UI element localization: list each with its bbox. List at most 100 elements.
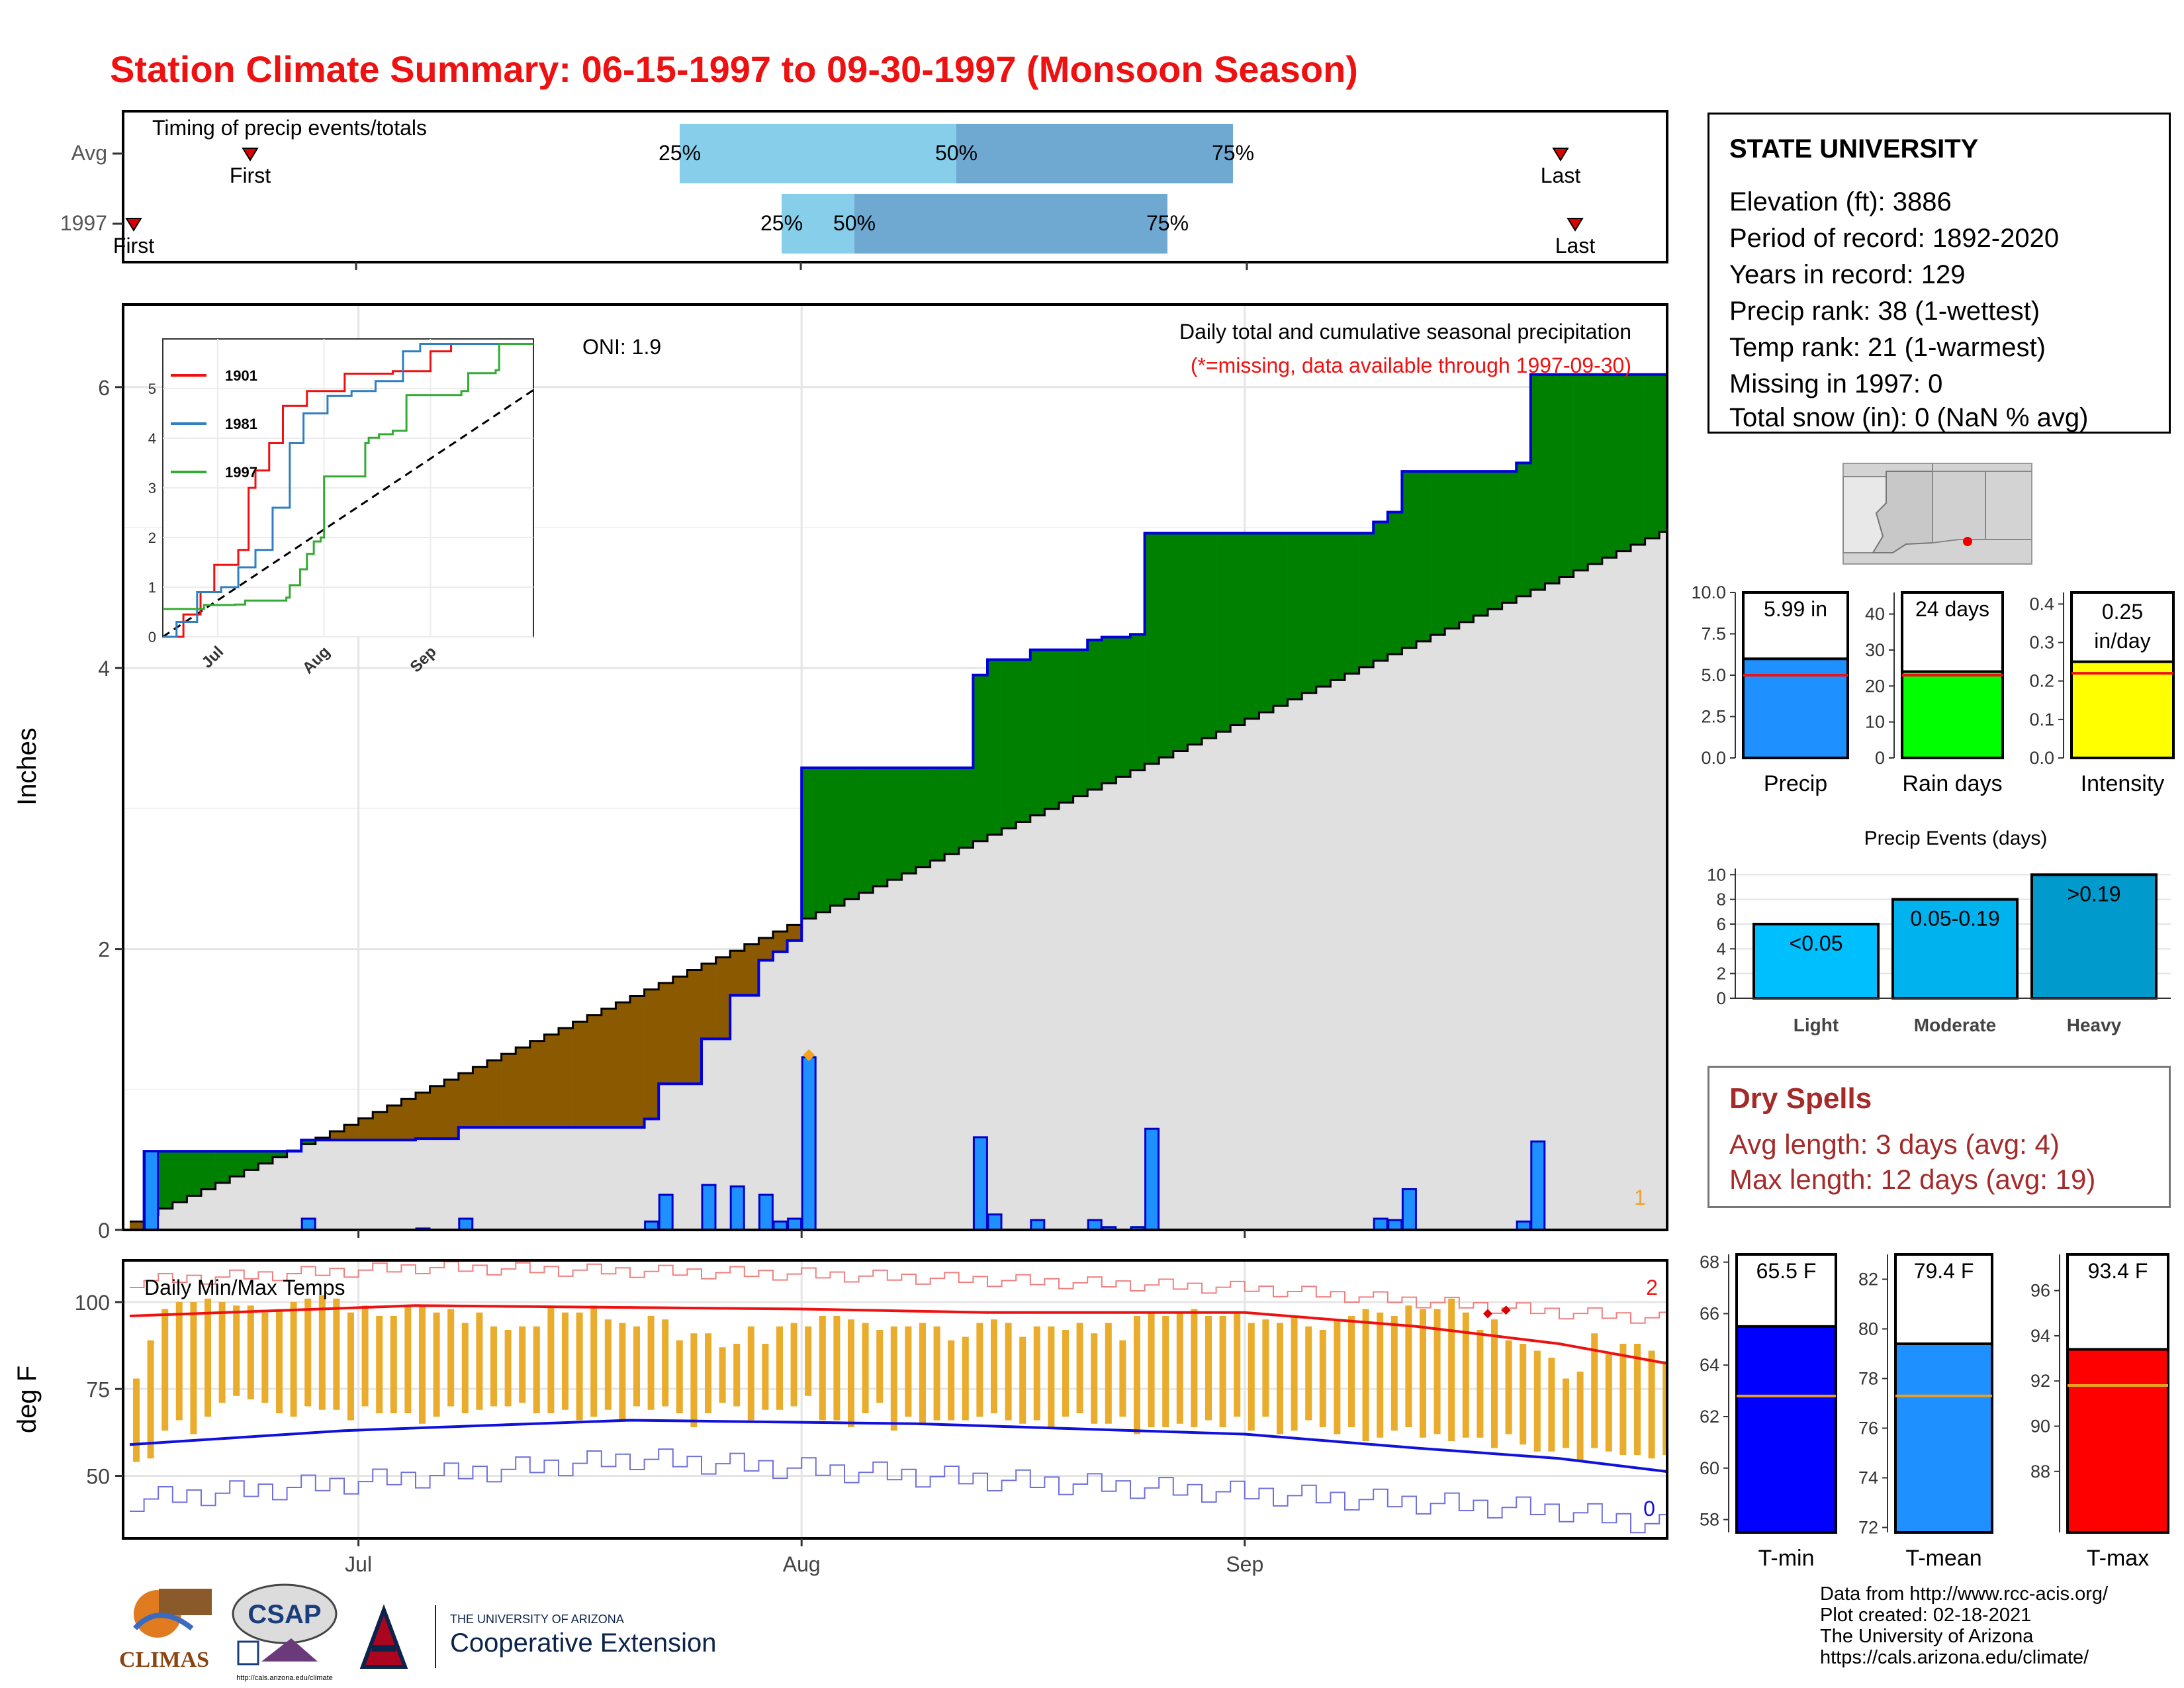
daily-temp-bar <box>1533 1350 1541 1452</box>
above-normal-segment <box>901 767 917 874</box>
record-high-line <box>130 1260 1667 1324</box>
logos: CLIMAS CSAP http://cals.arizona.edu/clim… <box>119 1583 716 1682</box>
daily-temp-bar <box>1176 1312 1183 1424</box>
summary-y-tick-label: 10.0 <box>1691 583 1726 602</box>
timing-last-label: Last <box>1555 234 1596 258</box>
events-x-label: Light <box>1794 1015 1839 1035</box>
daily-temp-bar <box>318 1295 326 1410</box>
temp-y-tick-label: 100 <box>75 1291 110 1315</box>
below-normal-segment <box>344 1125 359 1141</box>
above-normal-segment <box>1001 659 1017 829</box>
daily-temp-bar <box>1219 1316 1226 1427</box>
precip-content <box>130 373 1667 1230</box>
daily-precip-bar <box>1144 1127 1160 1230</box>
above-normal-segment <box>1316 533 1331 687</box>
daily-temp-bar <box>1576 1372 1584 1462</box>
daily-temp-bar <box>604 1319 612 1410</box>
temp-summary-charts: 58 60 62 64 66 68 65.5 F T-min 72 74 76 78 80 82 79.4 … <box>1700 1252 2169 1571</box>
below-normal-segment <box>559 1028 573 1128</box>
daily-precip-bar <box>801 1056 817 1230</box>
below-normal-segment <box>130 1221 144 1230</box>
daily-temp-bar <box>419 1305 426 1424</box>
above-normal-segment <box>858 767 874 893</box>
above-normal-segment <box>158 1151 173 1209</box>
daily-temp-bar <box>1348 1316 1355 1427</box>
summary-y-tick-label: 62 <box>1700 1407 1719 1427</box>
above-normal-segment <box>1244 533 1259 719</box>
daily-temp-bar <box>1105 1323 1112 1424</box>
daily-temp-bar <box>376 1316 383 1413</box>
daily-temp-bar <box>1491 1319 1498 1448</box>
below-normal-segment <box>473 1066 488 1128</box>
timing-bar-50-75 <box>956 124 1233 183</box>
daily-temp-bar <box>276 1309 283 1413</box>
below-normal-segment <box>787 925 802 941</box>
daily-temp-bar <box>805 1326 812 1396</box>
above-normal-segment <box>1373 522 1388 661</box>
daily-temp-bar <box>1619 1344 1627 1455</box>
below-normal-segment <box>744 944 759 996</box>
page-title: Station Climate Summary: 06-15-1997 to 0… <box>110 48 1358 90</box>
daily-temp-bar <box>948 1340 955 1421</box>
station-name: STATE UNIVERSITY <box>1729 134 1979 164</box>
timing-pct-label: 25% <box>659 141 701 165</box>
observed-cumulative-line <box>130 373 1667 1230</box>
csap-cloud-icon <box>232 1583 338 1644</box>
daily-temp-bar <box>519 1326 526 1403</box>
above-normal-segment <box>1345 533 1359 674</box>
daily-precip-bar <box>658 1194 674 1230</box>
summary-bar <box>2070 660 2175 760</box>
csap-url: http://cals.arizona.edu/climate <box>236 1674 333 1682</box>
daily-temp-bar <box>447 1309 455 1407</box>
above-normal-segment <box>1602 374 1617 558</box>
daily-temp-bar <box>890 1326 897 1431</box>
daily-temp-bar <box>705 1333 711 1413</box>
timing-last-marker <box>1552 148 1569 162</box>
below-normal-segment <box>572 1021 588 1128</box>
inset-series-line <box>163 343 533 638</box>
daily-precip-bar <box>758 1194 774 1230</box>
below-normal-segment <box>758 937 774 961</box>
above-normal-segment <box>987 659 1002 835</box>
above-normal-segment <box>1087 639 1103 790</box>
below-normal-segment <box>529 1041 545 1128</box>
daily-temp-bar <box>762 1344 769 1410</box>
above-normal-segment <box>1230 533 1246 726</box>
daily-precip-bar <box>300 1217 316 1230</box>
inset-legend-label: 1997 <box>225 464 257 481</box>
summary-y-tick-label: 0 <box>1875 748 1885 768</box>
below-normal-segment <box>458 1073 473 1128</box>
daily-temp-bar <box>1520 1344 1527 1445</box>
summary-y-tick-label: 5.0 <box>1701 665 1726 685</box>
station-elevation: Elevation (ft): 3886 <box>1729 187 1952 216</box>
daily-temp-bar <box>347 1312 354 1421</box>
timing-pct-label: 75% <box>1212 141 1254 165</box>
footer-line: https://cals.arizona.edu/climate/ <box>1820 1647 2089 1668</box>
avg-tmin-line <box>129 1419 1667 1474</box>
summary-y-tick-label: 80 <box>1858 1319 1878 1339</box>
daily-temp-bar <box>1134 1316 1140 1434</box>
dry-spells-max: Max length: 12 days (avg: 19) <box>1729 1164 2096 1195</box>
summary-y-tick-label: 82 <box>1858 1270 1878 1289</box>
below-normal-segment <box>773 931 788 952</box>
daily-temp-bar <box>1234 1312 1241 1417</box>
daily-temp-bar <box>205 1298 211 1417</box>
record-marker <box>1501 1305 1511 1315</box>
timing-last-marker <box>1567 218 1584 232</box>
below-normal-segment <box>444 1080 459 1139</box>
daily-temp-bar <box>1462 1312 1469 1438</box>
summary-y-tick-label: 60 <box>1700 1458 1719 1478</box>
temp-x-tick-label: Aug <box>783 1552 821 1576</box>
temp-x-tick-label: Sep <box>1226 1552 1263 1576</box>
above-normal-segment <box>1488 471 1502 610</box>
above-normal-segment <box>172 1151 187 1203</box>
daily-temp-bar <box>862 1323 869 1413</box>
below-normal-segment <box>715 957 731 1039</box>
summary-y-tick-label: 72 <box>1858 1518 1878 1538</box>
daily-temp-bar <box>747 1326 754 1421</box>
inset-series-line <box>163 343 533 610</box>
above-normal-segment <box>301 1140 316 1145</box>
above-normal-segment <box>1059 649 1073 803</box>
daily-temp-bar <box>1033 1326 1040 1421</box>
daily-temp-bar <box>490 1326 497 1407</box>
